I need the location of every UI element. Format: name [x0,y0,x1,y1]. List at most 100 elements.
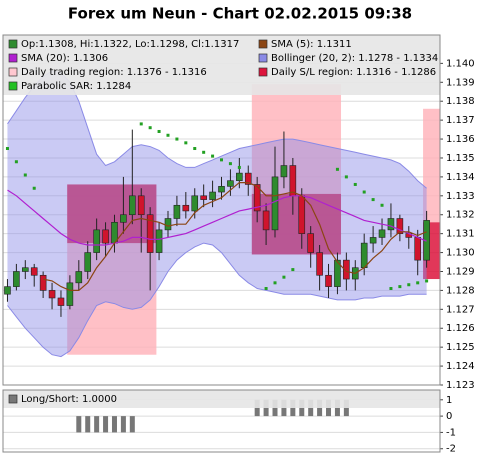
candle-body [155,229,163,253]
y-tick-label: 1.135 [446,153,475,164]
sma5-line [42,182,427,291]
legend-box [3,35,440,95]
legend-label: Bollinger (20, 2): 1.1278 - 1.1334 [271,53,438,64]
y-tick-label: 1.123 [446,380,475,391]
sar-dot [175,137,179,141]
plot-border [2,389,441,453]
bollinger-lower [7,242,427,358]
candle-body [191,195,199,212]
sar-dot [193,147,197,151]
candle-body [75,271,83,284]
candle-body [396,218,404,234]
candle-body [146,214,154,253]
y-tick-label: 1.139 [446,77,475,88]
plot-border [2,34,441,386]
sar-dot [228,162,232,166]
candle-body [4,286,11,295]
legend-swatch [8,39,18,49]
candle-body [378,229,386,238]
candle-body [236,172,243,181]
candle-body [129,195,136,216]
candle-body [253,184,261,212]
sar-dot [5,147,9,151]
y-tick-label: 1.134 [446,172,475,183]
candle-body [218,186,225,193]
y-tick-label: 1.140 [446,58,475,69]
sar-dot [362,190,366,194]
bollinger-upper [7,70,427,189]
chart-title: Forex um Neun - Chart 02.02.2015 09:38 [68,5,412,23]
candle-body [120,214,127,223]
sar-dot [371,198,375,202]
candle-body [298,195,306,234]
candle-body [57,297,65,306]
sar-dot [282,275,286,279]
bar [76,416,82,433]
legend-swatch [258,67,268,77]
y-tick-label: 1.133 [446,191,475,202]
y-tick-label: 1.138 [446,96,475,107]
candle-body [387,218,395,231]
candle-body [102,229,109,244]
candle-body [93,229,100,253]
sar-dot [148,126,152,130]
candle-body [30,267,38,276]
legend-label: Op:1.1308, Hi:1.1322, Lo:1.1298, Cl:1.13… [21,39,239,50]
candle-body [289,165,297,197]
y-tick-label: 1 [446,395,452,406]
candle-body [200,195,207,200]
y-tick-label: 1.126 [446,323,475,334]
candle-body [173,204,181,219]
sar-dot [32,186,36,190]
bollinger-fill [7,70,427,357]
sar-dot [157,129,161,133]
candle-body [21,267,29,272]
candle-body [280,165,288,178]
candle-body [84,252,92,272]
candle-body [227,180,234,187]
candle-body [316,252,323,276]
sar-dot [166,133,170,137]
legend-swatch [8,81,18,91]
trading-region [423,108,440,223]
candle-body [66,282,74,306]
candle-body [182,204,190,212]
sar-dot [380,203,384,207]
sar-dot [220,158,223,162]
candle-body [307,233,314,253]
sar-dot [264,287,268,291]
legend-label: Daily S/L region: 1.1316 - 1.1286 [271,67,436,78]
candle-body [137,195,145,216]
sar-dot [398,285,402,289]
candle-body [13,271,20,287]
sar-dot [273,281,277,285]
legend-label: Long/Short: 1.0000 [21,394,117,405]
y-tick-label: 1.132 [446,210,475,221]
candle-body [343,259,350,280]
candle-body [209,191,216,200]
bar [120,416,126,433]
legend-label: SMA (5): 1.1311 [271,39,352,50]
y-tick-label: 1.129 [446,266,475,277]
candle-body [48,290,56,299]
candle-body [39,274,47,291]
sar-dot [407,283,411,287]
legend-swatch [258,39,268,49]
bar [85,416,91,433]
sar-dot [416,281,420,285]
candle-body [164,218,172,231]
bar [111,416,117,433]
candle-body [325,274,332,287]
bar [94,416,100,433]
y-tick-label: 1.125 [446,342,475,353]
candle-body [244,172,252,185]
sar-dot [291,268,295,272]
y-tick-label: 1.136 [446,134,475,145]
sar-dot [14,160,18,164]
candle-body [414,237,422,261]
y-tick-label: 1.128 [446,285,475,296]
sar-dot [202,150,206,154]
sar-dot [139,122,143,126]
sar-dot [211,154,215,158]
legend-swatch [8,53,18,63]
